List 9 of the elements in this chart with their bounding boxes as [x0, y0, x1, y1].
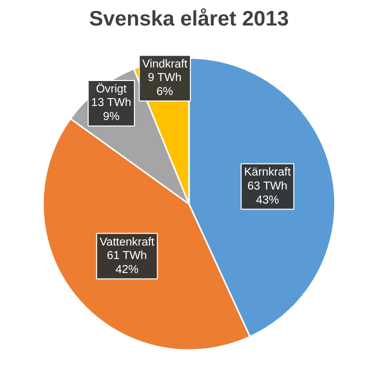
data-label: 61 TWh 42%	[106, 250, 147, 276]
data-label: 63 TWh 43%	[247, 180, 288, 206]
slice-label: Vattenkraft	[100, 236, 156, 248]
data-label: 9 TWh 6%	[148, 72, 182, 98]
slice-label: Kärnkraft	[244, 166, 292, 179]
chart-title: Svenska elåret 2013	[89, 8, 289, 30]
slice-label: Övrigt	[96, 82, 128, 96]
slice-label: Vindkraft	[142, 58, 188, 70]
data-label: 13 TWh 9%	[91, 97, 132, 124]
